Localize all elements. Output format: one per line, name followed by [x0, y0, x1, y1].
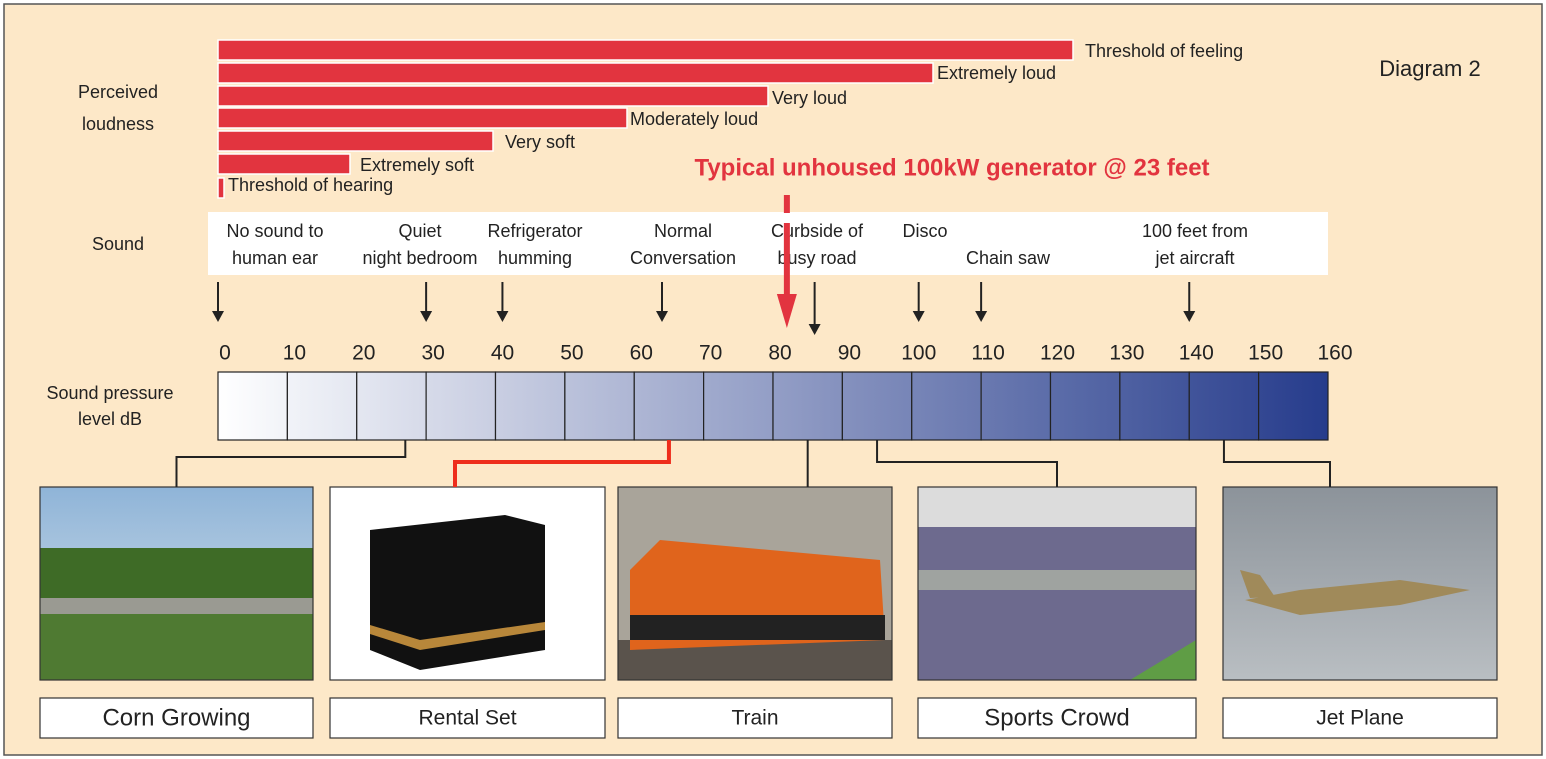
loudness-bar	[218, 40, 1073, 60]
loudness-label: Very loud	[772, 88, 847, 108]
sound-label: humming	[498, 248, 572, 268]
roof	[918, 487, 1196, 527]
row-label: loudness	[82, 114, 154, 134]
loudness-bar	[218, 63, 933, 83]
loudness-label: Extremely soft	[360, 155, 474, 175]
scale-cell	[218, 372, 287, 440]
scale-tick-label: 140	[1179, 342, 1214, 365]
loudness-bar	[218, 178, 224, 198]
deck	[918, 570, 1196, 590]
sound-label: Refrigerator	[487, 221, 582, 241]
scale-tick-label: 130	[1109, 342, 1144, 365]
scale-tick-label: 50	[560, 342, 583, 365]
scale-tick-label: 120	[1040, 342, 1075, 365]
sound-label: 100 feet from	[1142, 221, 1248, 241]
scale-tick-label: 0	[219, 342, 231, 365]
loudness-bar	[218, 154, 350, 174]
scale-cell	[287, 372, 356, 440]
photo-caption: Train	[731, 707, 778, 730]
sound-label: Disco	[902, 221, 947, 241]
loudness-label: Threshold of feeling	[1085, 41, 1243, 61]
scale-cell	[565, 372, 634, 440]
scale-cell	[1259, 372, 1328, 440]
scale-tick-label: 110	[971, 342, 1004, 365]
loudness-label: Very soft	[505, 132, 575, 152]
loudness-bar	[218, 108, 627, 128]
sound-label: No sound to	[226, 221, 323, 241]
photo-caption: Rental Set	[418, 707, 516, 730]
scale-cell	[981, 372, 1050, 440]
corn-field	[40, 548, 313, 598]
scale-cell	[496, 372, 565, 440]
sound-label: jet aircraft	[1154, 248, 1234, 268]
scale-tick-label: 30	[421, 342, 444, 365]
sound-label: Quiet	[398, 221, 441, 241]
scale-tick-label: 80	[768, 342, 791, 365]
scale-tick-label: 40	[491, 342, 514, 365]
scale-tick-label: 150	[1248, 342, 1283, 365]
photos	[40, 487, 1497, 680]
scale-tick-label: 160	[1317, 342, 1352, 365]
scale-tick-label: 100	[901, 342, 936, 365]
scale-tick-label: 90	[838, 342, 861, 365]
highlight-text: Typical unhoused 100kW generator @ 23 fe…	[694, 154, 1209, 181]
scale-cell	[357, 372, 426, 440]
scale-cell	[912, 372, 981, 440]
crops	[40, 614, 313, 680]
sound-label: Chain saw	[966, 248, 1051, 268]
diagram-label: Diagram 2	[1379, 56, 1480, 81]
locomotive-base	[630, 615, 885, 640]
scale-cell	[634, 372, 703, 440]
scale-tick-label: 10	[283, 342, 306, 365]
photo-caption: Sports Crowd	[984, 704, 1129, 731]
scale-cell	[1051, 372, 1120, 440]
scale-cell	[842, 372, 911, 440]
road	[40, 598, 313, 614]
row-label: level dB	[78, 409, 142, 429]
loudness-label: Threshold of hearing	[228, 175, 393, 195]
loudness-label: Extremely loud	[937, 63, 1056, 83]
scale-cell	[426, 372, 495, 440]
row-label: Perceived	[78, 82, 158, 102]
scale-cell	[1189, 372, 1258, 440]
scale-cell	[773, 372, 842, 440]
sound-label: night bedroom	[362, 248, 477, 268]
loudness-bar	[218, 86, 768, 106]
scale-tick-label: 60	[630, 342, 653, 365]
row-label: Sound pressure	[46, 383, 173, 403]
sound-label: human ear	[232, 248, 318, 268]
sound-label: Normal	[654, 221, 712, 241]
row-label: Sound	[92, 234, 144, 254]
scale-cell	[704, 372, 773, 440]
scale-tick-label: 70	[699, 342, 722, 365]
scale-cell	[1120, 372, 1189, 440]
photo-caption: Corn Growing	[102, 704, 250, 731]
generator-box	[370, 515, 545, 670]
sound-label: Conversation	[630, 248, 736, 268]
loudness-bar	[218, 131, 493, 151]
loudness-label: Moderately loud	[630, 109, 758, 129]
photo-caption: Jet Plane	[1316, 707, 1404, 730]
diagram: Diagram 2 Perceived loudness Sound Sound…	[0, 0, 1546, 759]
scale-tick-label: 20	[352, 342, 375, 365]
